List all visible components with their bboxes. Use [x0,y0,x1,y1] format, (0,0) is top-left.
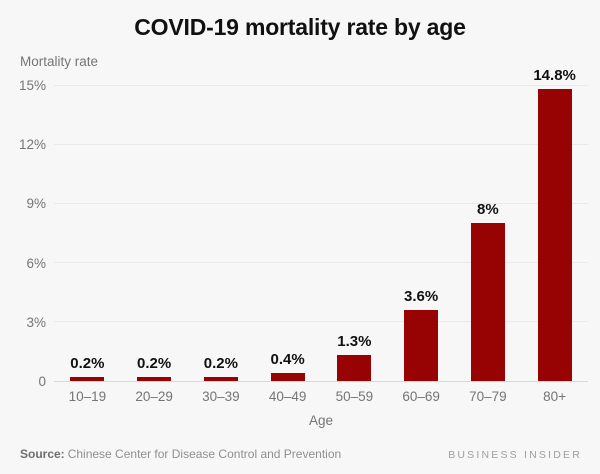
chart-title: COVID-19 mortality rate by age [134,14,466,40]
source-line: Source: Chinese Center for Disease Contro… [20,447,341,461]
gridline [54,262,588,264]
gridline [54,321,588,323]
bar [337,355,372,381]
bar [537,88,572,381]
source-text: Chinese Center for Disease Control and P… [67,447,342,461]
bar-value-label: 1.3% [337,333,372,351]
x-axis-baseline [54,380,588,382]
x-tick-label: 10–19 [68,389,107,404]
y-tick-label: 15% [18,78,46,93]
y-tick-label: 3% [26,314,46,330]
bar-value-label: 0.2% [70,355,105,373]
bar [270,373,305,381]
x-tick-label: 20–29 [135,389,173,404]
gridline [54,143,588,145]
x-tick-label: 70–79 [469,389,507,404]
y-tick-label: 9% [26,196,46,212]
x-tick-label: 80+ [543,389,567,404]
bar-value-label: 3.6% [404,287,439,305]
bar-value-label: 14.8% [533,66,576,84]
y-axis-tick-labels: 0 3% 6% 9% 12% 15% [0,79,46,388]
bar-value-label: 8% [477,201,499,219]
bar-value-label: 0.4% [270,351,305,369]
footer: Source: Chinese Center for Disease Contro… [20,447,582,461]
bar-value-label: 0.2% [203,355,238,373]
bar [70,377,105,381]
y-tick-label: 12% [18,137,46,153]
x-axis-tick-labels: 10–19 20–29 30–39 40–49 50–59 60–69 70–79 80+ [54,390,588,408]
gridline [54,202,588,204]
y-axis-title: Mortality rate [20,54,99,69]
y-tick-label: 0 [38,374,46,389]
bar [404,309,439,381]
x-tick-label: 30–39 [202,389,240,404]
plot-area: 0.2% 0.2% 0.2% 0.4% 1.3% 3.6% 8% 14.8% [54,68,588,382]
bar-value-label: 0.2% [137,355,172,373]
x-tick-label: 50–59 [335,389,374,404]
source-label: Source: [20,447,65,461]
x-tick-label: 60–69 [402,389,440,404]
bar [203,377,238,381]
bar [137,377,172,381]
brand-wordmark: BUSINESS INSIDER [448,449,582,461]
x-tick-label: 40–49 [268,389,307,404]
bar [470,223,505,381]
y-tick-label: 6% [26,255,46,271]
gridline [54,84,588,86]
x-axis-title: Age [308,413,334,428]
